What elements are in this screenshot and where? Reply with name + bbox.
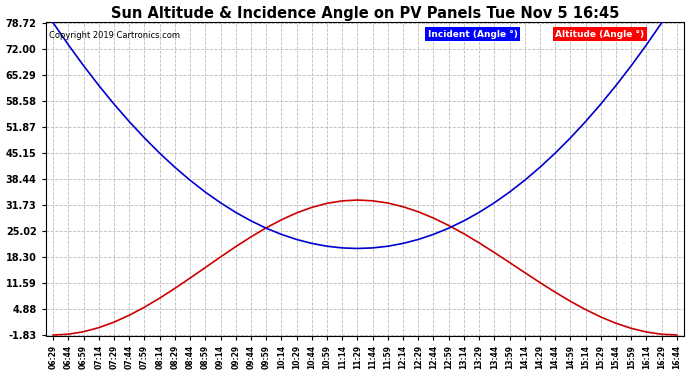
Text: Incident (Angle °): Incident (Angle °)	[428, 30, 518, 39]
Title: Sun Altitude & Incidence Angle on PV Panels Tue Nov 5 16:45: Sun Altitude & Incidence Angle on PV Pan…	[111, 6, 619, 21]
Text: Copyright 2019 Cartronics.com: Copyright 2019 Cartronics.com	[49, 31, 180, 40]
Text: Altitude (Angle °): Altitude (Angle °)	[555, 30, 644, 39]
